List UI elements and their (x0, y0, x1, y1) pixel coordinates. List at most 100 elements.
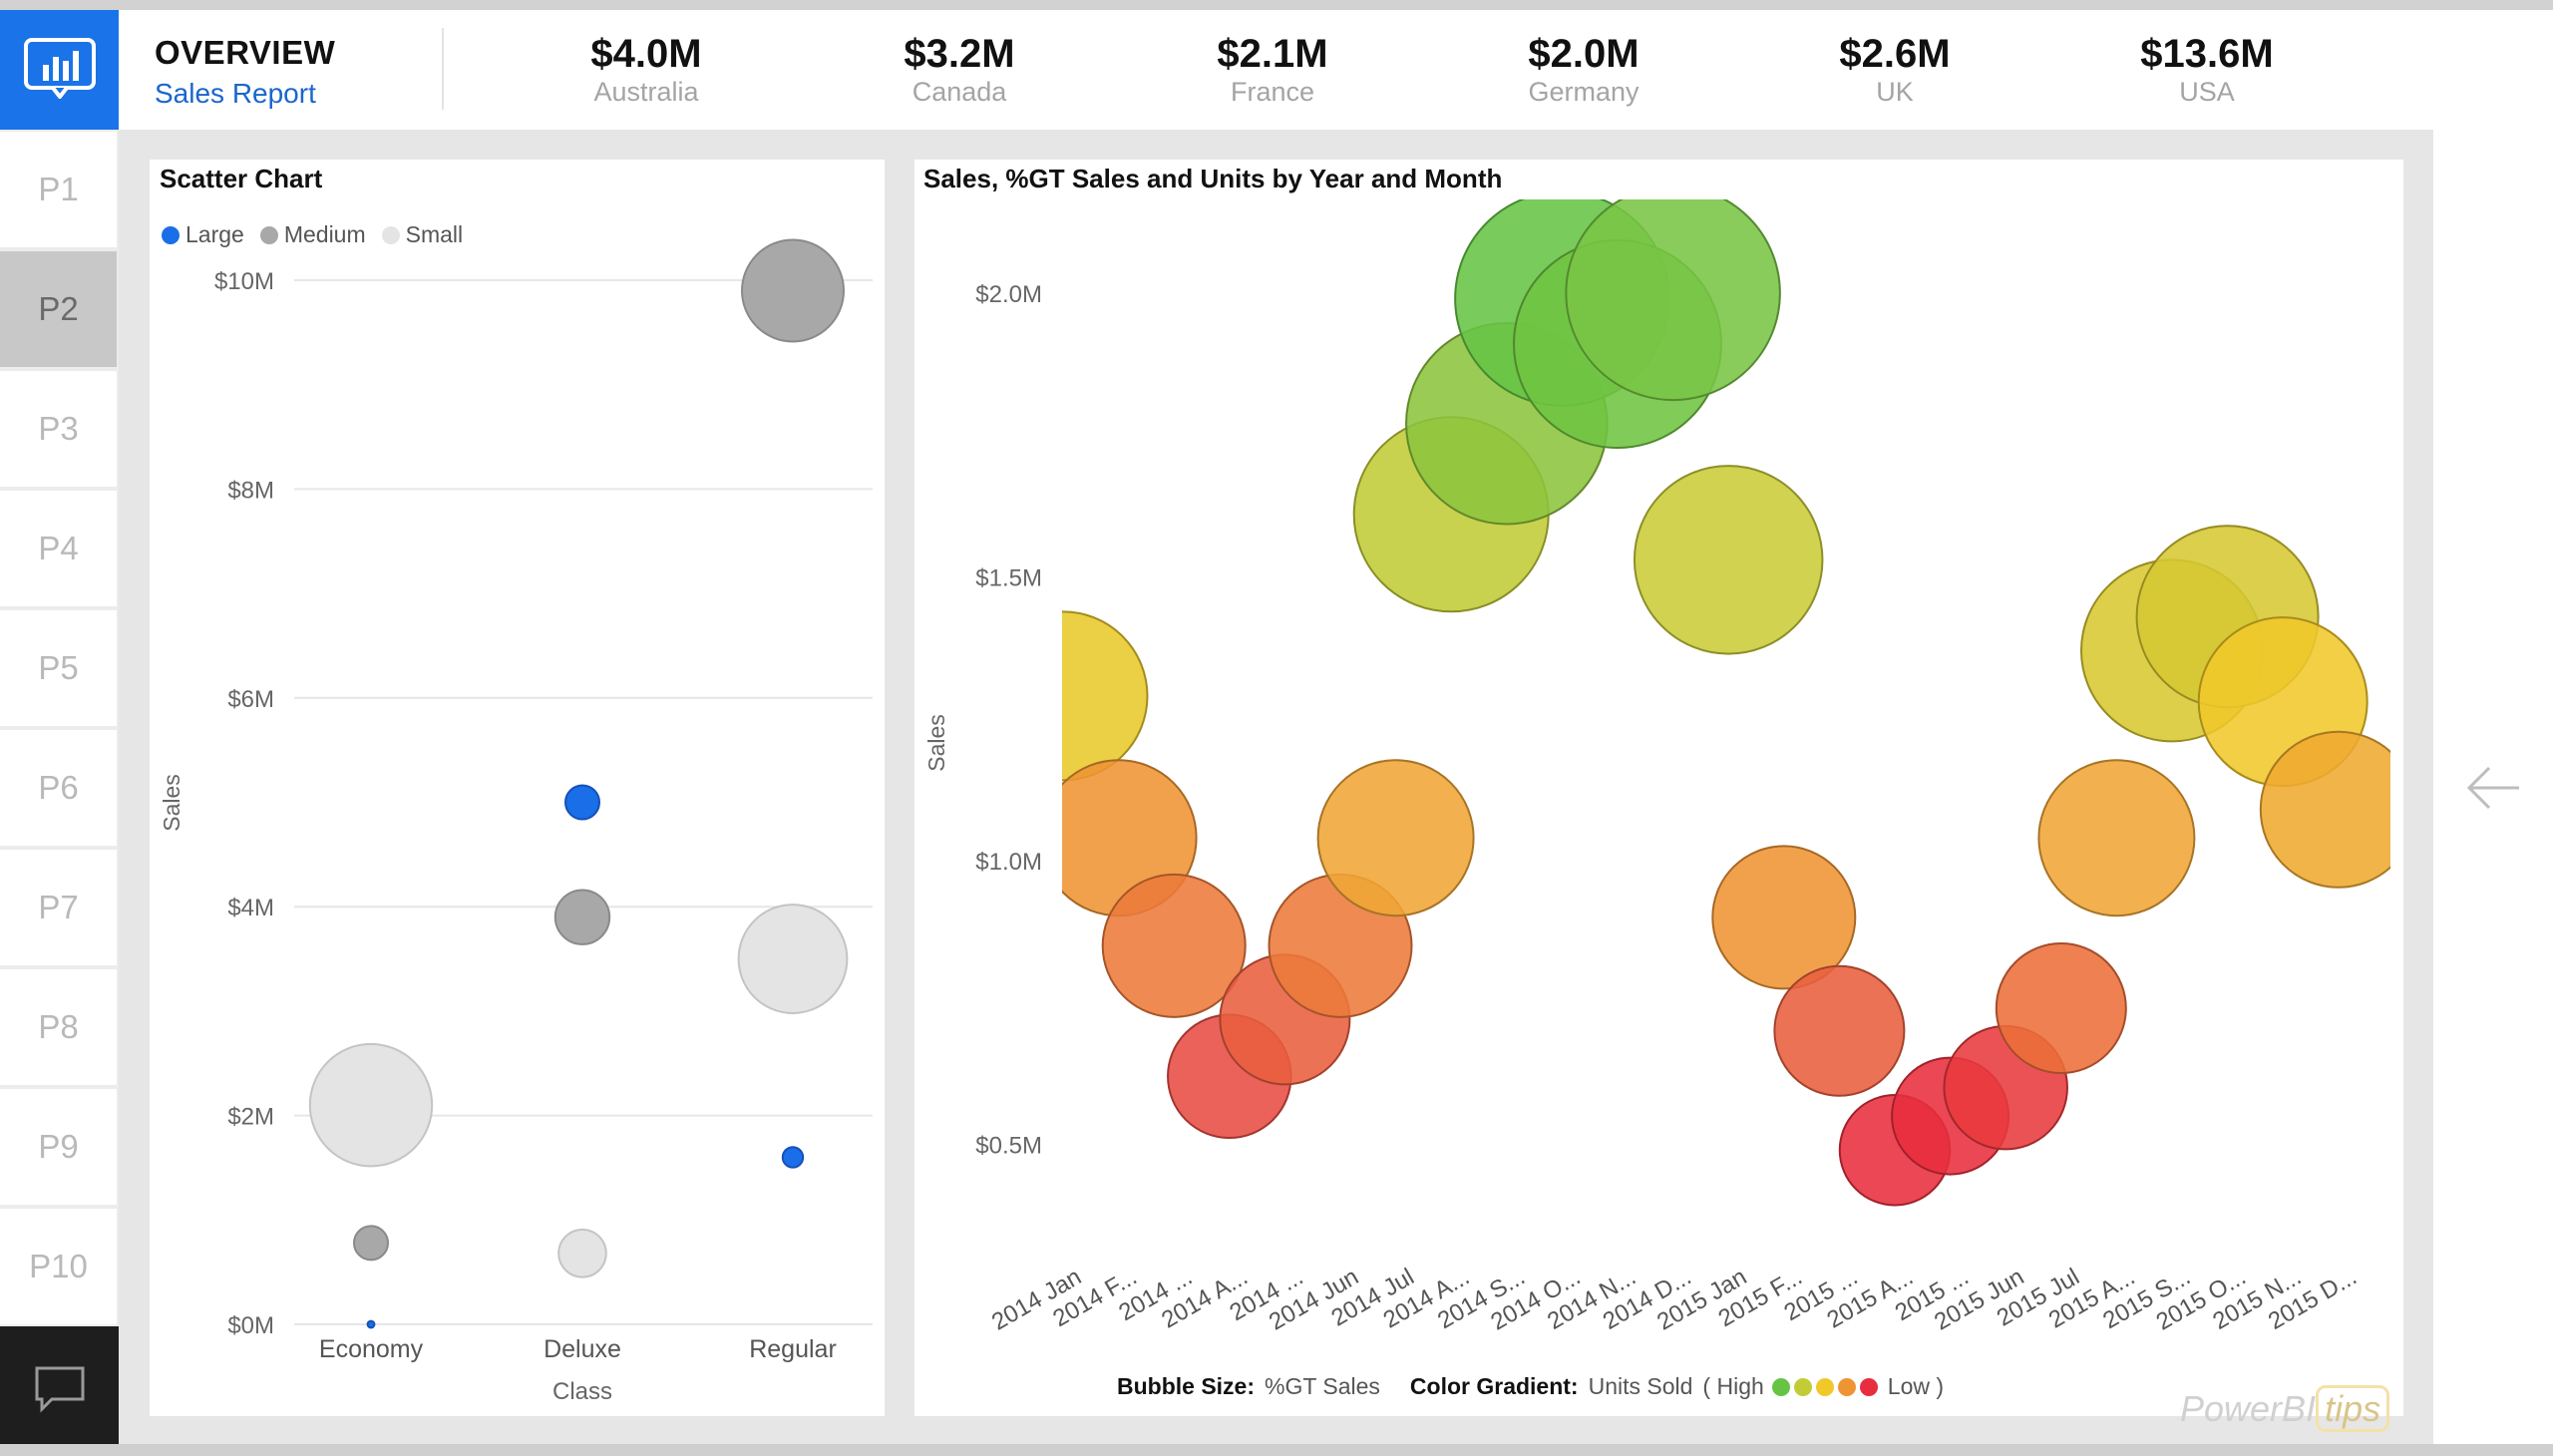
y-axis-label: Sales (159, 774, 184, 832)
bubble-2014-mar (1101, 873, 1247, 1018)
kpi-value: $2.1M (1217, 32, 1328, 76)
bubble-2014-jan (1062, 610, 1149, 782)
kpi-label: UK (1876, 77, 1914, 107)
x-axis-label: Class (552, 1378, 612, 1405)
x-tick-label: Deluxe (544, 1335, 621, 1363)
kpi-value: $2.6M (1839, 32, 1951, 76)
legend-item-small[interactable]: Small (381, 221, 464, 248)
nav-page-p1[interactable]: P1 (0, 132, 117, 247)
bubble-2015-dec (2259, 730, 2390, 889)
y-tick-label: $4M (227, 895, 274, 921)
kpi-label: USA (2179, 77, 2235, 107)
y-tick-label: $6M (227, 686, 274, 713)
gradient-dot-1 (1771, 1377, 1790, 1396)
legend-label: Small (405, 221, 464, 247)
kpi-value: $2.0M (1528, 32, 1640, 76)
gradient-dot-3 (1815, 1377, 1834, 1396)
kpi-canada: $3.2M Canada (840, 32, 1079, 108)
gradient-low: Low ) (1887, 1373, 1945, 1399)
nav-page-p10[interactable]: P10 (0, 1209, 117, 1324)
kpi-germany: $2.0M Germany (1464, 32, 1703, 108)
bar-chart-icon (23, 37, 97, 104)
kpi-label: Australia (593, 77, 699, 107)
nav-page-p5[interactable]: P5 (0, 610, 117, 726)
kpi-uk: $2.6M UK (1775, 32, 2014, 108)
kpi-label: Germany (1528, 77, 1640, 107)
chat-bubble-icon (34, 1365, 86, 1418)
y-tick-label: $0.5M (975, 1133, 1042, 1160)
nav-page-p7[interactable]: P7 (0, 850, 117, 965)
powerbi-tips-watermark: PowerBI tips (2180, 1385, 2390, 1432)
bubble-size-value: %GT Sales (1265, 1373, 1380, 1399)
y-tick-label: $10M (214, 268, 274, 295)
scatter-chart[interactable]: $0M $2M $4M $6M $8M $10M Economy Deluxe Regular C… (150, 160, 885, 1416)
scatter-legend: Large Medium Small (162, 221, 479, 248)
bubble-2014-jul (1316, 759, 1475, 917)
kpi-france: $2.1M France (1153, 32, 1392, 108)
x-tick-label: Regular (749, 1335, 837, 1363)
legend-item-medium[interactable]: Medium (259, 221, 366, 248)
y-tick-label: $1.0M (975, 849, 1042, 876)
bubble-2015-aug (2037, 759, 2196, 917)
x-tick-label: Economy (319, 1335, 424, 1363)
y-tick-label: $2.0M (975, 281, 1042, 308)
kpi-usa: $13.6M USA (2087, 32, 2327, 108)
bubbles-group (1062, 199, 2390, 1207)
nav-page-p8[interactable]: P8 (0, 969, 117, 1085)
nav-page-p9[interactable]: P9 (0, 1089, 117, 1205)
legend-label: Large (185, 221, 244, 247)
page-title: OVERVIEW (155, 34, 336, 71)
scatter-chart-title: Scatter Chart (160, 164, 323, 193)
header-bar (0, 10, 2553, 130)
arrow-left-icon[interactable] (2463, 758, 2523, 823)
nav-page-p3[interactable]: P3 (0, 371, 117, 487)
data-point-medium (741, 238, 845, 343)
kpi-label: Canada (912, 77, 1007, 107)
gradient-dot-2 (1793, 1377, 1812, 1396)
gradient-dot-4 (1837, 1377, 1856, 1396)
scatter-chart-card (150, 160, 885, 1416)
legend-label: Medium (283, 221, 366, 247)
nav-page-p2[interactable]: P2 (0, 251, 117, 367)
kpi-value: $3.2M (904, 32, 1015, 76)
bubble-chart-title: Sales, %GT Sales and Units by Year and M… (923, 164, 1503, 193)
app-logo[interactable] (0, 10, 119, 130)
y-tick-label: $8M (227, 477, 274, 504)
kpi-value: $13.6M (2140, 32, 2274, 76)
data-point-small (308, 1042, 434, 1168)
data-point-large (564, 784, 600, 821)
gradient-high: ( High (1702, 1373, 1764, 1399)
nav-page-p6[interactable]: P6 (0, 730, 117, 846)
page-subtitle: Sales Report (155, 78, 316, 109)
data-point-small (557, 1229, 607, 1278)
data-point-large (781, 1146, 805, 1169)
y-tick-label: $2M (227, 1104, 274, 1131)
legend-dot-small (381, 225, 400, 244)
gradient-label: Color Gradient: (1409, 1373, 1579, 1399)
bubble-2015-feb (1711, 845, 1857, 990)
legend-dot-large (162, 225, 180, 244)
bottom-border (0, 1444, 2553, 1456)
header-divider (442, 28, 444, 110)
data-point-small (737, 904, 849, 1014)
legend-item-large[interactable]: Large (162, 221, 244, 248)
kpi-value: $4.0M (590, 32, 702, 76)
watermark-text: PowerBI (2180, 1388, 2317, 1429)
kpi-australia: $4.0M Australia (527, 32, 766, 108)
data-point-large (366, 1319, 376, 1329)
watermark-tips: tips (2316, 1385, 2390, 1432)
bubble-size-label: Bubble Size: (1117, 1373, 1256, 1399)
chat-button[interactable] (0, 1326, 119, 1456)
data-point-medium (353, 1225, 389, 1262)
nav-page-p4[interactable]: P4 (0, 491, 117, 606)
kpi-label: France (1230, 77, 1315, 107)
y-tick-label: $1.5M (975, 564, 1042, 591)
bubble-2015-jan (1633, 465, 1824, 655)
page-navigation: P1 P2 P3 P4 P5 P6 P7 P8 P9 P10 (0, 130, 119, 1326)
bubble-2015-mar (1773, 964, 1906, 1097)
bubble-2014-dec (1565, 199, 1781, 402)
report-title-block: OVERVIEW Sales Report (155, 34, 335, 110)
legend-dot-medium (259, 225, 278, 244)
gradient-dot-5 (1859, 1377, 1878, 1396)
